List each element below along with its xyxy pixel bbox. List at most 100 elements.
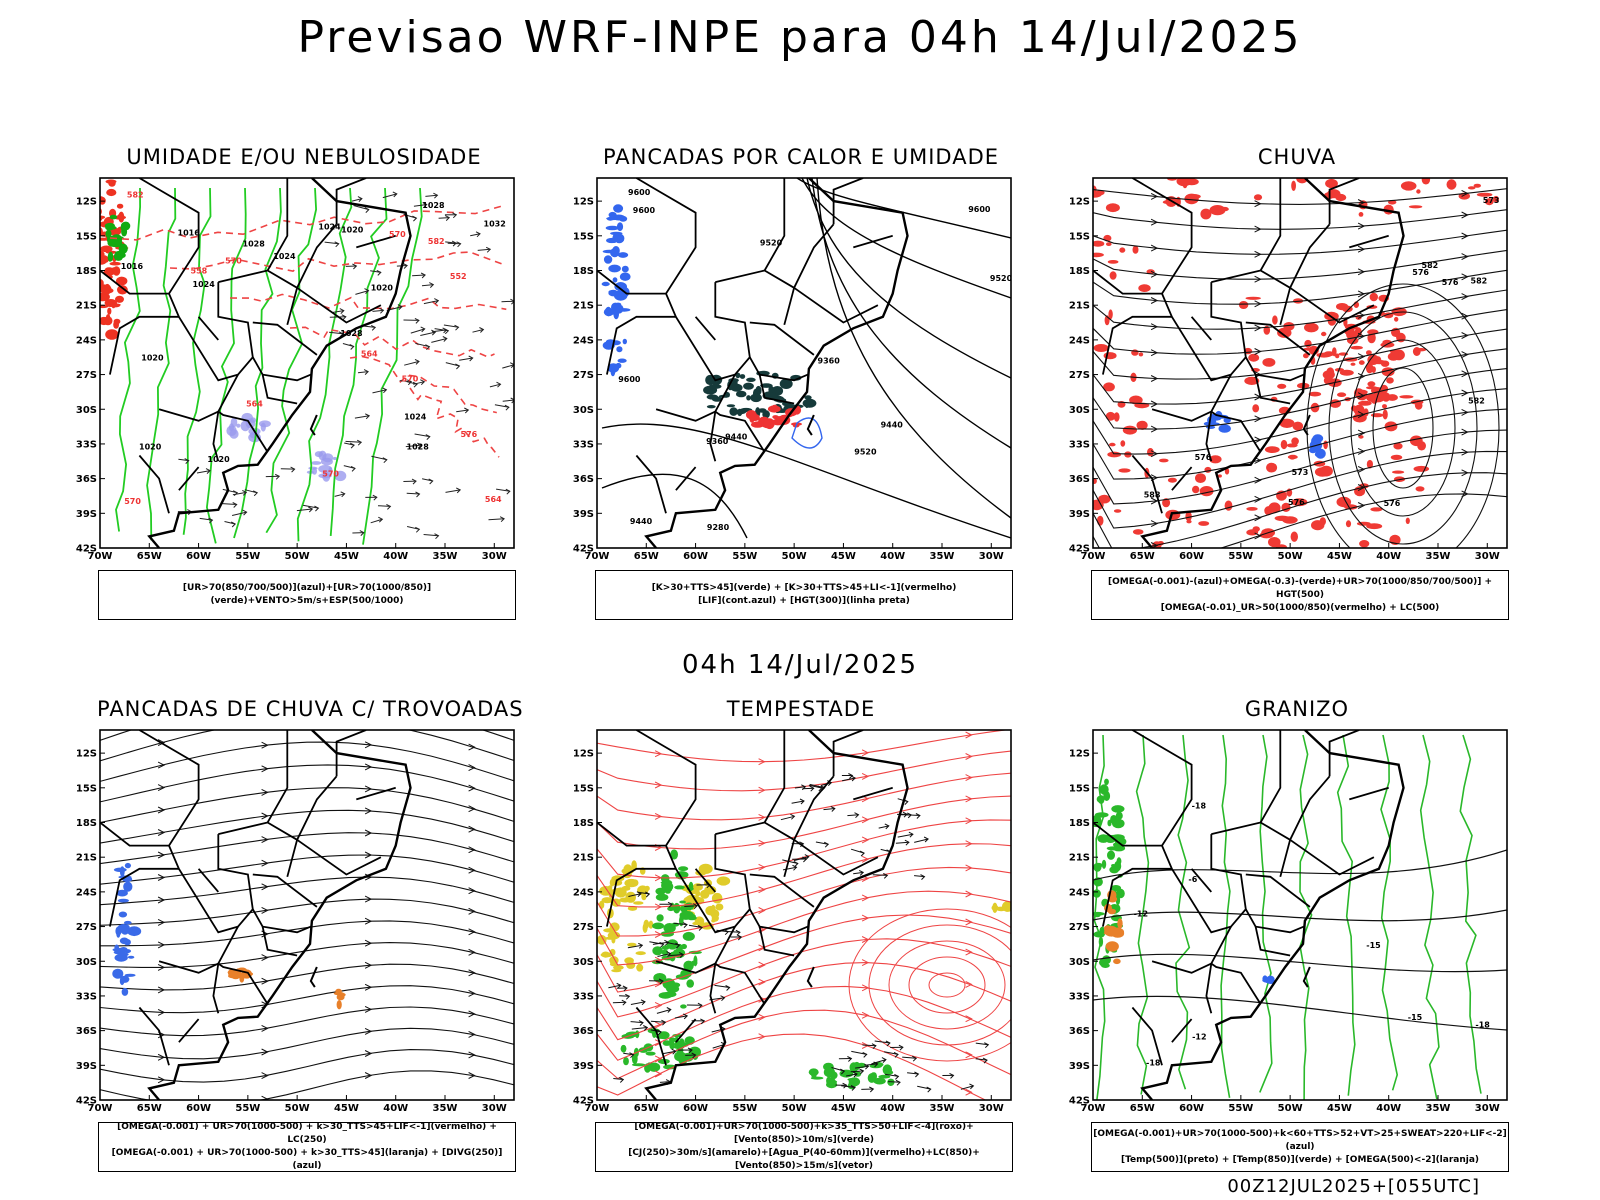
- lon-label: 55W: [235, 551, 260, 562]
- lat-label: 15S: [76, 231, 97, 242]
- panel-title-tempestade: TEMPESTADE: [726, 697, 876, 721]
- lon-label: 30W: [482, 551, 507, 562]
- contour-label: 564: [246, 399, 263, 408]
- lat-label: 42S: [573, 544, 594, 555]
- lat-label: 24S: [1069, 335, 1090, 346]
- contour-label: 9440: [725, 433, 748, 442]
- lon-label: 65W: [634, 551, 659, 562]
- contour-label: -12: [1134, 910, 1148, 919]
- contour-label: 9520: [990, 274, 1013, 283]
- contour-label: 570: [124, 497, 141, 506]
- lon-label: 60W: [1179, 1103, 1204, 1114]
- contour-label: -6: [1188, 875, 1197, 884]
- lat-label: 21S: [573, 853, 594, 864]
- lat-label: 42S: [76, 544, 97, 555]
- lon-label: 65W: [137, 551, 162, 562]
- lon-label: 40W: [880, 1103, 905, 1114]
- contour-label: 1020: [341, 226, 364, 235]
- map-svg: 58858258257657657658257357357657612S15S1…: [1069, 177, 1508, 562]
- lon-label: 45W: [334, 551, 359, 562]
- lat-label: 15S: [573, 783, 594, 794]
- lat-label: 21S: [1069, 853, 1090, 864]
- map-umidade: 1016 1020 1020 1024 1024 1020 1028 1028 1020 1024…: [70, 170, 518, 568]
- contour-label: -18: [1475, 1021, 1490, 1030]
- contour-label: 576: [461, 430, 478, 439]
- legend-line: [K>30+TTS>45](verde) + [K>30+TTS>45+LI<-…: [651, 583, 957, 593]
- contour-label: 552: [450, 272, 467, 281]
- lat-label: 39S: [573, 509, 594, 520]
- lat-label: 27S: [1069, 370, 1090, 381]
- lon-label: 40W: [880, 551, 905, 562]
- lon-label: 60W: [683, 1103, 708, 1114]
- lon-label: 45W: [1327, 1103, 1352, 1114]
- lat-label: 12S: [1069, 749, 1090, 760]
- panel-title-pancadas-trovoadas: PANCADAS DE CHUVA C/ TROVOADAS: [97, 697, 524, 721]
- contour-label: -15: [1408, 1013, 1423, 1022]
- lat-label: 21S: [76, 301, 97, 312]
- contour-label: 9280: [707, 523, 730, 532]
- lon-label: 30W: [979, 1103, 1004, 1114]
- lat-label: 42S: [1069, 544, 1090, 555]
- lat-label: 21S: [76, 853, 97, 864]
- contour-label: -15: [1366, 941, 1381, 950]
- contour-label: 558: [191, 266, 208, 275]
- contour-label: 576: [1195, 453, 1212, 462]
- legend-line: [OMEGA(-0.001)-(azul)+OMEGA(-0.3)-(verde…: [1107, 576, 1493, 600]
- contour-label: 576: [1442, 278, 1459, 287]
- lon-label: 70W: [1081, 551, 1106, 562]
- lat-label: 30S: [76, 957, 97, 968]
- lat-label: 30S: [76, 405, 97, 416]
- contour-label: 1016: [121, 262, 144, 271]
- lat-label: 30S: [1069, 405, 1090, 416]
- lon-label: 70W: [1081, 1103, 1106, 1114]
- lon-label: 50W: [1278, 551, 1303, 562]
- lat-label: 36S: [573, 474, 594, 485]
- panel-title-umidade: UMIDADE E/OU NEBULOSIDADE: [126, 145, 482, 169]
- contour-label: 9520: [760, 239, 783, 248]
- contour-label: 576: [1384, 499, 1401, 508]
- legend-umidade: [UR>70(850/700/500)](azul)+[UR>70(1000/8…: [98, 570, 516, 620]
- contour-label: 9600: [618, 375, 641, 384]
- contour-label: 582: [1422, 261, 1439, 270]
- panel-title-pancadas-calor: PANCADAS POR CALOR E UMIDADE: [602, 145, 1000, 169]
- main-title: Previsao WRF-INPE para 04h 14/Jul/2025: [297, 12, 1303, 63]
- lat-label: 27S: [573, 370, 594, 381]
- legend-line: [OMEGA(-0.001)+UR>70(1000-500)+k<60+TTS>…: [1093, 1128, 1507, 1152]
- lon-label: 45W: [1327, 551, 1352, 562]
- lat-label: 33S: [573, 991, 594, 1002]
- contour-label: 1024: [273, 252, 296, 261]
- contour-label: 588: [1144, 490, 1161, 499]
- contour-label: 1016: [178, 229, 201, 238]
- lat-label: 24S: [76, 887, 97, 898]
- contour-label: 570: [225, 256, 242, 265]
- run-stamp: 00Z12JUL2025+[055UTC]: [1227, 1176, 1480, 1197]
- legend-granizo: [OMEGA(-0.001)+UR>70(1000-500)+k<60+TTS>…: [1091, 1122, 1509, 1172]
- contour-label: 1028: [243, 240, 266, 249]
- lon-label: 50W: [782, 1103, 807, 1114]
- lat-label: 39S: [1069, 509, 1090, 520]
- lon-label: 60W: [1179, 551, 1204, 562]
- lat-label: 18S: [1069, 818, 1090, 829]
- lon-label: 45W: [831, 551, 856, 562]
- lat-label: 33S: [573, 439, 594, 450]
- legend-line: [UR>70(850/700/500)](azul)+[UR>70(1000/8…: [182, 583, 432, 606]
- lon-label: 55W: [1228, 1103, 1253, 1114]
- mid-title: 04h 14/Jul/2025: [682, 650, 918, 680]
- lat-label: 18S: [573, 266, 594, 277]
- lat-label: 12S: [1069, 197, 1090, 208]
- legend-line: [CJ(250)>30m/s](amarelo)+[Agua_P(40-60mm…: [628, 1148, 980, 1171]
- lat-label: 24S: [76, 335, 97, 346]
- lat-label: 33S: [76, 439, 97, 450]
- lat-label: 27S: [573, 922, 594, 933]
- lon-label: 50W: [782, 551, 807, 562]
- contour-label: 1024: [193, 280, 216, 289]
- lon-label: 35W: [433, 1103, 458, 1114]
- contour-label: 1028: [407, 443, 430, 452]
- legend-line: [OMEGA(-0.001) + UR>70(1000-500) + k>30_…: [117, 1122, 497, 1145]
- contour-label: 573: [1292, 468, 1309, 477]
- contour-label: 570: [402, 375, 419, 384]
- lat-label: 27S: [76, 370, 97, 381]
- map-svg: 9600 9600 9600 9600 9520 9520 9520 9440 9440 9440…: [573, 177, 1013, 562]
- legend-line: [Temp(500)](preto) + [Temp(850)](verde) …: [1120, 1154, 1480, 1165]
